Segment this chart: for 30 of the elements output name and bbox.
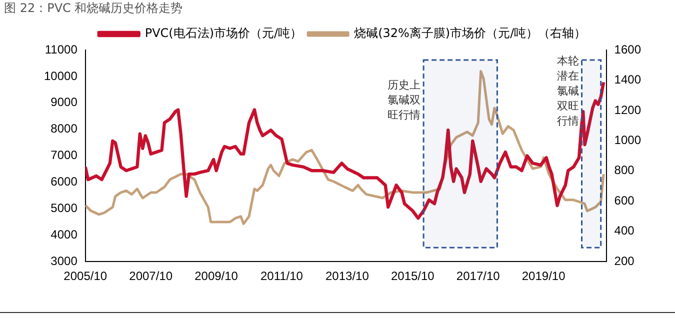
y-tick-label: 10000 — [44, 68, 78, 83]
y2-tick-label: 1200 — [614, 102, 642, 117]
y-tick-label: 9000 — [50, 95, 78, 110]
x-tick-label: 2011/10 — [260, 269, 304, 284]
y2-tick-label: 600 — [614, 193, 635, 208]
y2-tick-label: 1600 — [614, 42, 642, 56]
y-tick-label: 7000 — [50, 148, 78, 162]
x-tick-label: 2009/10 — [194, 269, 238, 284]
y-tick-label: 4000 — [50, 227, 78, 242]
y-tick-label: 11000 — [44, 42, 78, 56]
x-tick-label: 2013/10 — [326, 269, 370, 284]
x-tick-label: 2019/10 — [522, 269, 566, 284]
y2-tick-label: 1000 — [614, 133, 642, 147]
band-label: 历史上氯碱双旺行情 — [388, 78, 421, 122]
legend-label: PVC(电石法)市场价（元/吨） — [144, 26, 302, 40]
y-tick-label: 3000 — [50, 254, 78, 268]
y-tick-label: 6000 — [50, 174, 78, 189]
y2-tick-label: 1400 — [614, 72, 642, 87]
y2-tick-label: 800 — [614, 163, 635, 178]
y-tick-label: 5000 — [50, 201, 78, 216]
y2-tick-label: 200 — [614, 254, 635, 268]
y-tick-label: 8000 — [50, 122, 78, 136]
x-tick-label: 2007/10 — [129, 269, 173, 284]
x-tick-label: 2015/10 — [390, 269, 435, 284]
x-tick-label: 2005/10 — [64, 269, 108, 284]
chart-title: 图 22：PVC 和烧碱历史价格走势 — [4, 0, 183, 17]
y2-tick-label: 400 — [614, 224, 635, 238]
x-tick-label: 2017/10 — [456, 269, 500, 284]
band-label: 本轮潜在氯碱双旺行情 — [556, 54, 579, 128]
legend-label: 烧碱(32%离子膜)市场价（元/吨）（右轴） — [354, 26, 586, 40]
